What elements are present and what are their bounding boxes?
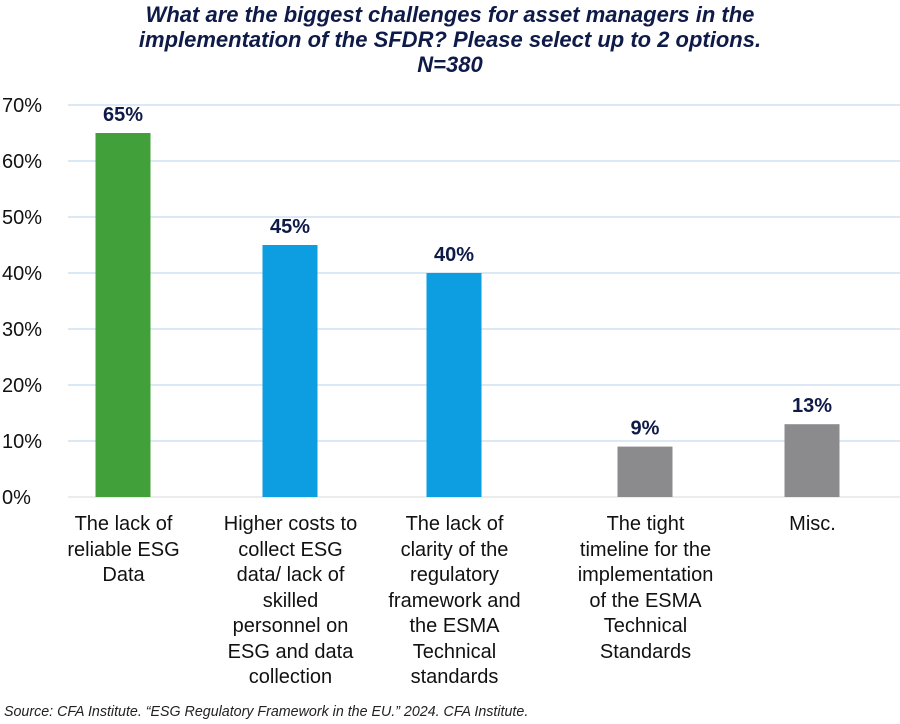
y-tick-label: 0% [2, 487, 31, 509]
category-label-line: The lack of [74, 513, 173, 535]
y-tick-label: 30% [2, 319, 42, 341]
bar [784, 424, 840, 497]
category-label: The lack of clarity of the regulatory frame… [372, 512, 537, 691]
data-label: 40% [434, 244, 474, 266]
category-label-line: of the ESMA [589, 589, 702, 612]
category-label-line: the ESMA [409, 615, 500, 637]
category-label-line: Technical [603, 615, 688, 637]
bar [426, 273, 482, 497]
category-label: Misc. [730, 512, 895, 538]
category-label-line: The lack of [405, 513, 504, 535]
category-label-line: reliable ESG [67, 538, 180, 561]
title-line-3: N=380 [417, 52, 483, 77]
y-tick-label: 50% [2, 207, 42, 229]
category-label-line: collection [248, 666, 333, 688]
category-label-line: The tight [606, 513, 685, 535]
bar [95, 133, 151, 497]
category-label-line: collect ESG [238, 538, 343, 561]
category-label: The lack of reliable ESG Data [41, 512, 206, 589]
y-tick-label: 70% [2, 95, 42, 117]
category-label-line: Standards [599, 640, 692, 663]
bar [262, 245, 318, 497]
category-label-line: clarity of the [400, 538, 509, 561]
chart-title: What are the biggest challenges for asse… [0, 2, 900, 77]
y-tick-label: 40% [2, 263, 42, 285]
data-label: 65% [103, 104, 143, 126]
category-label-line: data/ lack of [236, 564, 345, 586]
data-label: 9% [631, 418, 660, 440]
category-label-line: personnel on [232, 615, 349, 637]
category-label: Higher costs to collect ESG data/ lack of s… [208, 512, 373, 691]
title-line-1: What are the biggest challenges for asse… [145, 2, 755, 27]
category-label-line: Higher costs to [223, 513, 358, 535]
category-label: The tight timeline for the implementation o… [563, 512, 728, 665]
data-label: 45% [270, 216, 310, 238]
bar [617, 446, 673, 497]
title-line-2: implementation of the SFDR? Please selec… [138, 27, 762, 52]
category-label-line: Technical [412, 640, 497, 663]
y-tick-label: 20% [2, 375, 42, 397]
category-label-line: Data [102, 564, 145, 586]
data-label: 13% [792, 395, 832, 417]
category-label-line: implementation [577, 564, 714, 586]
category-label-line: ESG and data [227, 640, 354, 663]
y-tick-label: 60% [2, 151, 42, 173]
category-label-line: skilled [262, 589, 319, 612]
category-label-line: standards [410, 666, 499, 688]
category-label-line: regulatory [410, 564, 499, 586]
source-note: Source: CFA Institute. “ESG Regulatory F… [4, 703, 529, 720]
category-label-line: Misc. [789, 513, 836, 535]
y-tick-label: 10% [2, 431, 42, 453]
category-label-line: timeline for the [579, 538, 712, 561]
category-label-line: framework and [388, 589, 521, 612]
